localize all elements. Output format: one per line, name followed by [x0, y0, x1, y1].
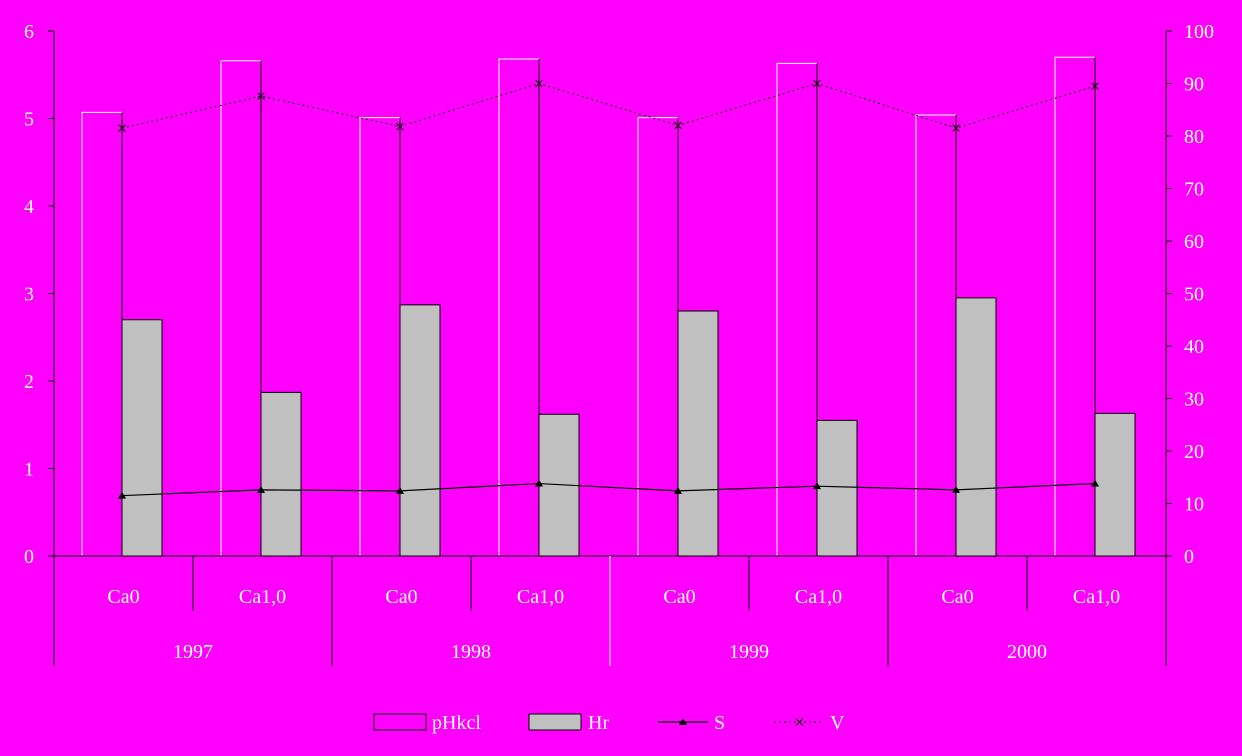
bar-pHkcl-edge-light [81, 111, 122, 556]
bar-Hr [121, 319, 163, 557]
bar-Hr [955, 297, 997, 557]
legend: pHkcl Hr S V [373, 712, 845, 734]
series-S-point [813, 482, 821, 490]
series-S-point [952, 485, 960, 493]
y-right-tick-label: 100 [1184, 21, 1214, 43]
x-category-label: Ca0 [385, 586, 417, 608]
legend-label-S: S [714, 712, 725, 734]
x-category-label: Ca0 [941, 586, 973, 608]
y-left-tick-label: 0 [24, 546, 34, 568]
series-V-point [535, 79, 543, 88]
bar-pHkcl-edge-light [776, 62, 817, 556]
y-right-tick-label: 0 [1184, 546, 1194, 568]
series-V-point [1091, 82, 1099, 90]
legend-marker-S [679, 718, 687, 725]
series-V-point [118, 124, 126, 132]
bar-pHkcl [499, 59, 539, 556]
y-left-tick-label: 5 [24, 109, 34, 131]
bar-Hr [1094, 412, 1136, 557]
bar-pHkcl [777, 63, 817, 556]
y-right-tick-label: 60 [1184, 231, 1204, 253]
x-group-label: 1998 [451, 641, 491, 663]
x-category-label: Ca0 [663, 586, 695, 608]
legend-label-Hr: Hr [588, 712, 609, 734]
series-V-point [396, 122, 404, 131]
series-S-point [535, 479, 543, 487]
y-right-tick-label: 10 [1184, 494, 1204, 516]
x-group-label: 2000 [1007, 641, 1047, 663]
bar-pHkcl-edge-light [220, 60, 261, 556]
lines-layer [118, 79, 1099, 499]
x-category-label: Ca1,0 [239, 586, 286, 608]
series-S-point [674, 486, 682, 494]
legend-label-V: V [830, 712, 845, 734]
bar-pHkcl-edge-light [359, 117, 400, 556]
x-category-label: Ca0 [107, 586, 139, 608]
y-right-tick-label: 80 [1184, 126, 1204, 148]
x-category-label: Ca1,0 [517, 586, 564, 608]
x-category-label: Ca1,0 [795, 586, 842, 608]
bar-pHkcl [360, 117, 400, 556]
series-V-point [257, 92, 265, 100]
series-S-line [121, 482, 1096, 497]
legend-label-pHkcl: pHkcl [432, 712, 481, 734]
y-left-tick-label: 4 [24, 196, 34, 218]
y-right-tick-label: 90 [1184, 74, 1204, 96]
bar-pHkcl [916, 115, 956, 556]
bar-pHkcl-edge-light [915, 114, 956, 556]
bar-Hr [260, 391, 302, 557]
x-group-label: 1999 [729, 641, 769, 663]
series-S-point [396, 486, 404, 494]
x-group-label: 1997 [173, 641, 213, 663]
series-S-point [118, 491, 126, 499]
bar-pHkcl [638, 117, 678, 556]
legend-marker-V [795, 718, 804, 726]
bar-pHkcl-edge-light [498, 58, 539, 556]
y-left-tick-label: 1 [24, 459, 34, 481]
legend-swatch-Hr [528, 713, 582, 731]
bar-Hr [677, 310, 719, 557]
bar-pHkcl-edge-light [637, 117, 678, 556]
bar-pHkcl [82, 112, 122, 556]
series-V-point [952, 124, 960, 132]
series-V-point [674, 121, 682, 130]
series-V-line [121, 82, 1096, 129]
bar-pHkcl [1055, 57, 1095, 556]
y-right-tick-label: 70 [1184, 179, 1204, 201]
bar-Hr [399, 304, 441, 557]
bar-pHkcl [221, 60, 261, 556]
bar-Hr [816, 419, 858, 557]
y-left-tick-label: 3 [24, 284, 34, 306]
y-right-tick-label: 20 [1184, 441, 1204, 463]
legend-swatch-pHkcl [373, 713, 427, 731]
y-right-tick-label: 30 [1184, 389, 1204, 411]
axes-layer [48, 30, 1172, 666]
y-left-tick-label: 6 [24, 21, 34, 43]
bar-pHkcl-edge-light [1054, 56, 1095, 556]
series-S-point [257, 485, 265, 493]
y-left-tick-label: 2 [24, 371, 34, 393]
y-right-tick-label: 50 [1184, 284, 1204, 306]
bars-layer [81, 56, 1136, 557]
series-S-point [1091, 479, 1099, 487]
x-category-label: Ca1,0 [1073, 586, 1120, 608]
series-V-point [813, 79, 821, 88]
y-right-tick-label: 40 [1184, 336, 1204, 358]
